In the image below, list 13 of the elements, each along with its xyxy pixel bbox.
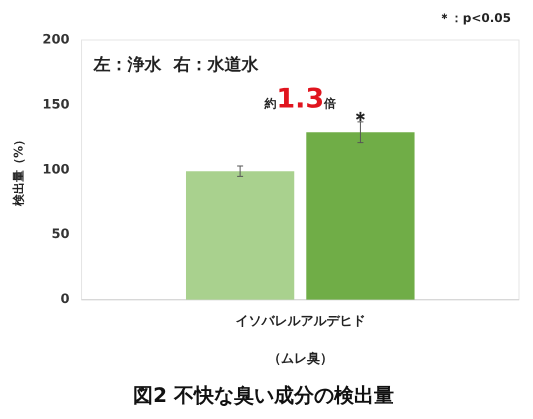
x-axis-title: （ムレ臭）: [268, 352, 333, 367]
x-tick-label: イソバレルアルデヒド: [235, 314, 366, 329]
annotation: ＊: [350, 106, 370, 131]
annotation: 約1.3倍: [263, 84, 336, 115]
y-tick-label: 50: [51, 227, 70, 242]
y-tick-label: 150: [42, 97, 70, 112]
y-tick-label: 200: [42, 32, 70, 48]
y-tick-label: 0: [60, 292, 70, 308]
y-axis-title: 検出量（%）: [11, 134, 26, 207]
text: ＊：p<0.05: [438, 11, 511, 25]
annotation: 左：浄水 右：水道水: [92, 55, 260, 75]
text: 図2 不快な臭い成分の検出量: [133, 383, 394, 408]
y-tick-label: 100: [42, 162, 70, 178]
